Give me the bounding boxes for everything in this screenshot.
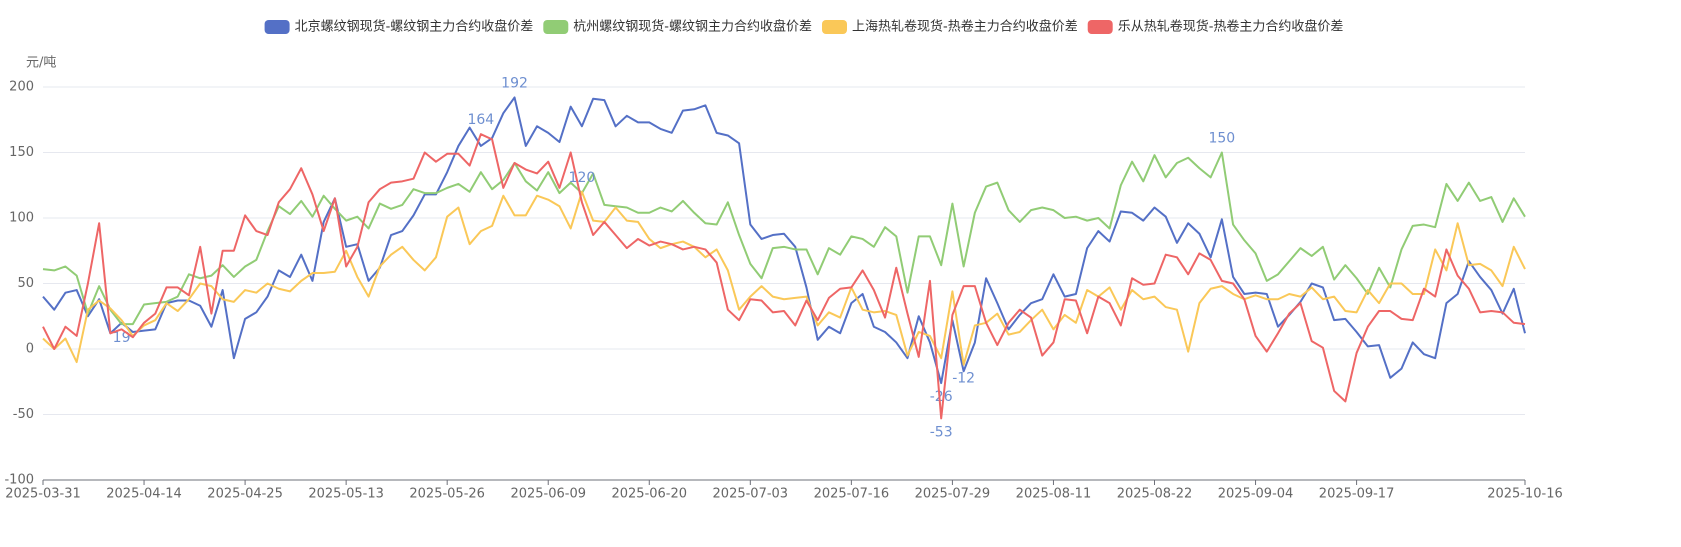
mark-point-label: -12: [952, 371, 975, 387]
x-tick-label: 2025-04-25: [207, 487, 283, 502]
x-tick-label: 2025-07-03: [713, 487, 789, 502]
x-tick-label: 2025-09-17: [1319, 487, 1395, 502]
x-tick-label: 2025-06-20: [611, 487, 687, 502]
x-tick-label: 2025-10-16: [1487, 487, 1563, 502]
series-line: [42, 190, 1526, 366]
legend-label: 上海热轧卷现货-热卷主力合约收盘价差: [852, 19, 1078, 35]
y-tick-label: 150: [9, 145, 34, 160]
x-tick-label: 2025-07-29: [915, 487, 991, 502]
series-line: [42, 96, 1526, 385]
mark-point-label: 120: [569, 170, 596, 186]
y-tick-label: 100: [9, 211, 34, 226]
legend-label: 杭州螺纹钢现货-螺纹钢主力合约收盘价差: [573, 19, 812, 35]
mark-point-label: 150: [1208, 131, 1235, 147]
y-tick-label: 200: [9, 80, 34, 95]
mark-point-label: 192: [501, 75, 528, 91]
x-tick-label: 2025-05-26: [409, 487, 485, 502]
mark-point-label: 19: [113, 330, 131, 346]
y-axis-unit: 元/吨: [26, 56, 56, 71]
x-tick-label: 2025-09-04: [1218, 487, 1294, 502]
y-tick-label: -100: [4, 473, 34, 488]
legend-swatch: [822, 20, 847, 34]
y-tick-label: 50: [17, 276, 34, 291]
legend-swatch: [1087, 20, 1113, 34]
legend-label: 北京螺纹钢现货-螺纹钢主力合约收盘价差: [295, 19, 534, 35]
x-tick-label: 2025-07-16: [814, 487, 890, 502]
series-line: [42, 133, 1526, 420]
y-tick-label: 0: [26, 342, 34, 357]
series-line: [42, 151, 1526, 326]
legend-swatch: [264, 20, 290, 34]
x-tick-label: 2025-08-22: [1117, 487, 1193, 502]
x-tick-label: 2025-04-14: [106, 487, 182, 502]
x-tick-label: 2025-05-13: [308, 487, 384, 502]
y-tick-label: -50: [13, 407, 34, 422]
legend-label: 乐从热轧卷现货-热卷主力合约收盘价差: [1118, 19, 1344, 35]
x-tick-label: 2025-03-31: [5, 487, 81, 502]
mark-point-label: -53: [930, 424, 953, 440]
mark-point-label: -26: [930, 389, 953, 405]
legend-swatch: [543, 20, 569, 34]
mark-point-label: 164: [467, 112, 494, 128]
x-tick-label: 2025-06-09: [510, 487, 586, 502]
x-tick-label: 2025-08-11: [1016, 487, 1092, 502]
